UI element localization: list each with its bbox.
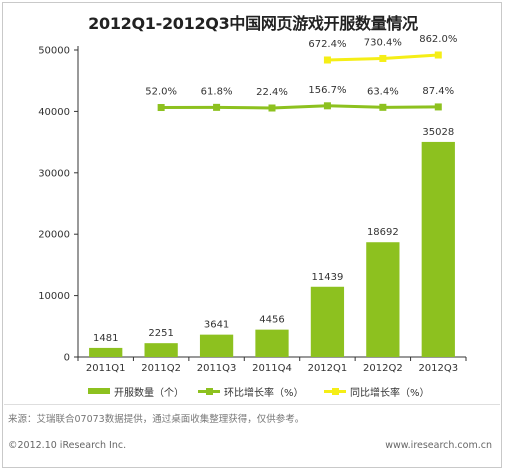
x-tick-label: 2011Q4	[252, 363, 292, 374]
y-tick-label: 0	[64, 353, 70, 364]
legend-item-qoq: 环比增长率（%）	[198, 383, 304, 399]
series-value-label: 156.7%	[308, 85, 346, 96]
series-marker	[268, 104, 276, 112]
series-value-label: 22.4%	[256, 87, 288, 98]
legend-label-bar: 开服数量（个）	[114, 387, 184, 399]
x-tick-label: 2012Q2	[363, 363, 403, 374]
bar	[89, 347, 123, 357]
x-tick-label: 2011Q3	[197, 363, 237, 374]
y-tick-label: 50000	[38, 46, 70, 57]
series-value-label: 63.4%	[367, 86, 399, 97]
bar	[366, 242, 400, 357]
bar-value-label: 1481	[93, 333, 118, 344]
bar	[310, 286, 345, 357]
series-line	[161, 104, 439, 110]
series-marker	[379, 103, 387, 111]
x-tick-label: 2011Q2	[141, 363, 181, 374]
bar	[144, 343, 178, 357]
source-note: 来源：艾瑞联合07073数据提供，通过桌面收集整理获得，仅供参考。	[8, 414, 305, 425]
series-marker	[323, 102, 331, 110]
x-tick-label: 2011Q1	[86, 363, 126, 374]
bar	[421, 141, 455, 357]
series-value-label: 52.0%	[145, 87, 177, 98]
bar-value-label: 11439	[312, 272, 344, 283]
chart-svg: 0 10000 20000 30000 40000 50000 2011Q1 2011Q2 20…	[38, 34, 467, 374]
series-marker	[379, 54, 387, 62]
series-value-label: 730.4%	[364, 37, 402, 48]
chart-title: 2012Q1-2012Q3中国网页游戏开服数量情况	[88, 14, 418, 33]
legend-item-bar: 开服数量（个）	[88, 383, 184, 399]
bar	[255, 329, 289, 357]
bar	[199, 334, 234, 357]
website-url: www.iresearch.com.cn	[385, 440, 492, 451]
legend-label-qoq: 环比增长率（%）	[224, 387, 304, 399]
bar-value-label: 2251	[148, 328, 173, 339]
chart-frame	[2, 2, 502, 468]
copyright-text: ©2012.10 iResearch Inc.	[8, 440, 127, 451]
series-value-label: 87.4%	[422, 86, 454, 97]
series-marker	[434, 51, 442, 59]
y-tick-label: 40000	[38, 107, 70, 118]
bar-value-label: 18692	[367, 227, 399, 238]
legend-bar-swatch	[88, 388, 110, 394]
series-value-label: 61.8%	[201, 86, 233, 97]
legend-qoq-line	[198, 387, 220, 395]
divider	[4, 404, 500, 405]
series-value-label: 672.4%	[308, 39, 346, 50]
x-tick-label: 2012Q1	[308, 363, 348, 374]
x-tick-label: 2012Q3	[418, 363, 458, 374]
y-tick-label: 20000	[38, 230, 70, 241]
legend-yoy-line	[324, 387, 346, 395]
legend-label-yoy: 同比增长率（%）	[350, 387, 430, 399]
legend-item-yoy: 同比增长率（%）	[324, 383, 430, 399]
series-marker	[157, 104, 165, 112]
y-tick-label: 10000	[38, 291, 70, 302]
bar-value-label: 3641	[204, 320, 229, 331]
bar-value-label: 4456	[259, 315, 284, 326]
bar-value-label: 35028	[422, 127, 454, 138]
series-value-label: 862.0%	[419, 34, 457, 45]
series-marker	[213, 103, 221, 111]
series-marker	[434, 103, 442, 111]
y-tick-label: 30000	[38, 168, 70, 179]
series-marker	[323, 56, 331, 64]
